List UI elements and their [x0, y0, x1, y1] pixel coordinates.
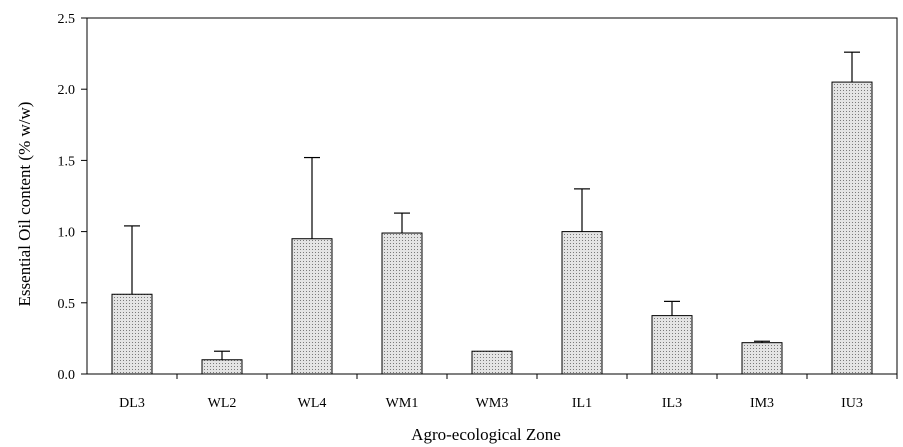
bar-WM3 [471, 350, 513, 375]
x-tick-label-WM1: WM1 [386, 396, 419, 411]
bar-IL1 [561, 231, 603, 375]
bar-IL3 [651, 315, 693, 375]
y-tick-label: 1.0 [58, 226, 76, 241]
x-axis-title: Agro-ecological Zone [411, 425, 561, 444]
y-tick-label: 2.0 [58, 83, 76, 98]
y-tick-label: 0.0 [58, 368, 76, 383]
y-tick-label: 0.5 [58, 297, 76, 312]
bar-WL4 [291, 238, 333, 375]
plot-frame [86, 17, 898, 375]
bar-IU3 [831, 81, 873, 375]
plot-area: 0.0 0.5 1.0 1.5 2.0 2.5 DL3 WL2 WL4 WM1 WM3 IL1 IL3 I… [58, 12, 898, 411]
y-axis-title: Essential Oil content (% w/w) [15, 102, 34, 307]
bar-DL3 [111, 293, 153, 375]
x-tick-label-IL3: IL3 [662, 396, 682, 411]
bar-IM3 [741, 342, 783, 375]
x-tick-label-IU3: IU3 [841, 396, 863, 411]
x-tick-label-IL1: IL1 [572, 396, 592, 411]
x-tick-label-WL4: WL4 [298, 396, 327, 411]
x-tick-label-WM3: WM3 [476, 396, 509, 411]
bar-WM1 [381, 232, 423, 375]
x-tick-label-DL3: DL3 [119, 396, 145, 411]
y-tick-label: 1.5 [58, 154, 76, 169]
bar-WL2 [201, 359, 243, 375]
y-tick-label: 2.5 [58, 12, 76, 27]
x-tick-label-IM3: IM3 [750, 396, 774, 411]
x-tick-label-WL2: WL2 [208, 396, 237, 411]
